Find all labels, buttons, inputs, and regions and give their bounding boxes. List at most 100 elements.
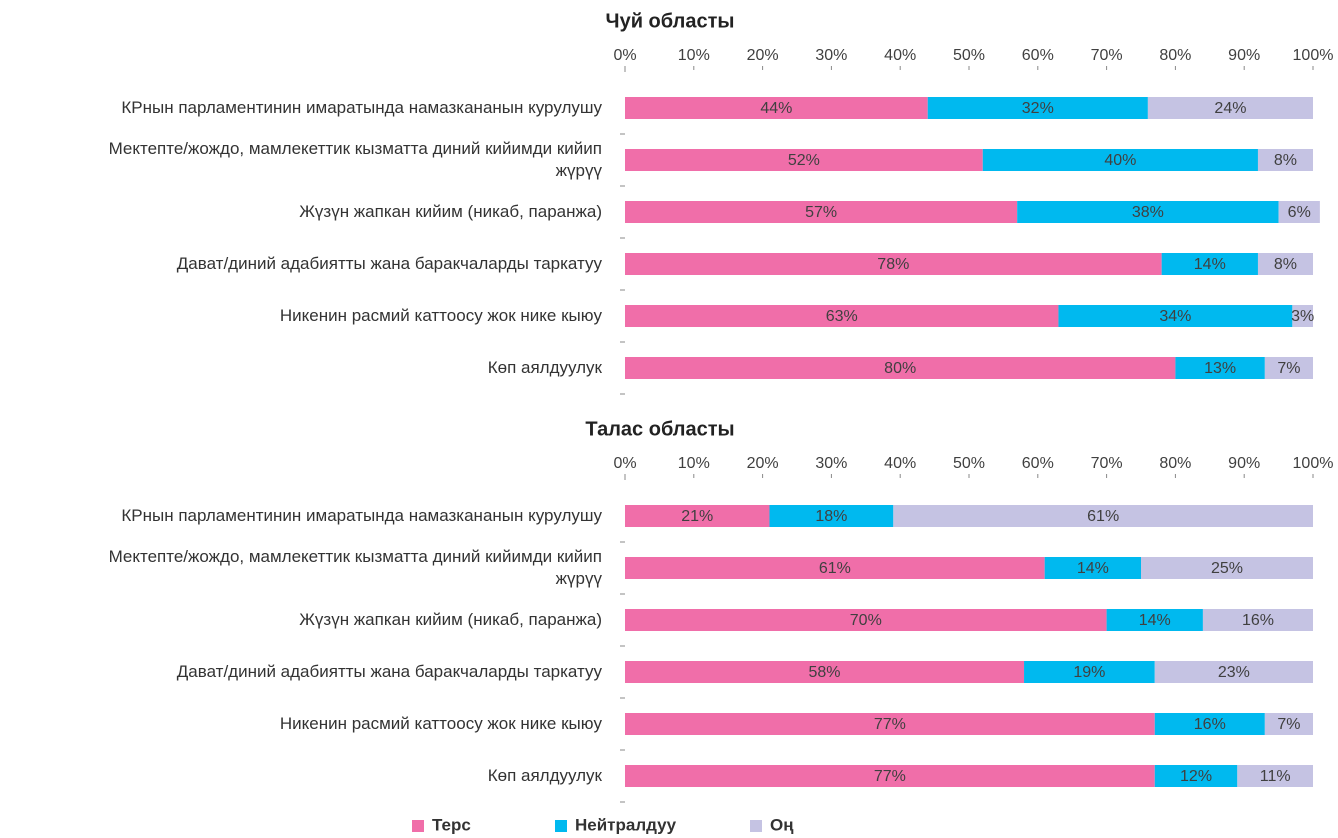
category-label: Жүзүн жапкан кийим (никаб, паранжа) — [299, 202, 602, 221]
value-label: 58% — [809, 664, 841, 681]
bar-segment — [1264, 713, 1313, 735]
value-label: 21% — [681, 508, 713, 525]
value-label: 8% — [1274, 152, 1297, 169]
x-tick-label: 20% — [747, 47, 779, 64]
value-label: 77% — [874, 716, 906, 733]
x-tick-label: 50% — [953, 455, 985, 472]
bar-segment — [1202, 609, 1313, 631]
x-tick-label: 80% — [1159, 455, 1191, 472]
category-label: Никенин расмий каттоосу жок нике кыюу — [279, 714, 602, 733]
bar-segment — [1175, 357, 1265, 379]
value-label: 52% — [788, 152, 820, 169]
bar-segment — [1237, 765, 1313, 787]
bar-segment — [1161, 253, 1258, 275]
bar-segment — [625, 661, 1025, 683]
value-label: 14% — [1077, 560, 1109, 577]
bar-segment — [625, 357, 1176, 379]
legend-swatch — [750, 820, 762, 832]
bar-segment — [1141, 557, 1313, 579]
x-tick-label: 10% — [678, 455, 710, 472]
category-label: Көп аялдуулук — [487, 358, 602, 377]
x-tick-label: 40% — [884, 455, 916, 472]
value-label: 57% — [805, 204, 837, 221]
bar-segment — [927, 97, 1148, 119]
chart-title: Чуй областы — [606, 10, 735, 32]
bar-segment — [625, 97, 928, 119]
bar-segment — [1264, 357, 1313, 379]
value-label: 18% — [815, 508, 847, 525]
value-label: 13% — [1204, 360, 1236, 377]
x-tick-label: 70% — [1091, 455, 1123, 472]
value-label: 11% — [1260, 768, 1291, 785]
value-label: 8% — [1274, 256, 1297, 273]
category-label: Көп аялдуулук — [487, 766, 602, 785]
bar-segment — [625, 201, 1018, 223]
bar-segment — [625, 609, 1107, 631]
bar-segment — [1257, 253, 1313, 275]
bar-segment — [1024, 661, 1155, 683]
value-label: 25% — [1211, 560, 1243, 577]
legend-label: Оң — [770, 815, 794, 834]
value-label: 19% — [1073, 664, 1105, 681]
bar-segment — [1017, 201, 1279, 223]
value-label: 44% — [760, 100, 792, 117]
legend-label: Нейтралдуу — [575, 815, 677, 834]
value-label: 23% — [1218, 664, 1250, 681]
value-label: 61% — [819, 560, 851, 577]
x-tick-label: 30% — [815, 455, 847, 472]
bar-segment — [1154, 661, 1313, 683]
x-tick-label: 90% — [1228, 47, 1260, 64]
value-label: 70% — [850, 612, 882, 629]
value-label: 7% — [1277, 716, 1300, 733]
legend-label: Терс — [432, 815, 471, 834]
value-label: 38% — [1132, 204, 1164, 221]
bar-segment — [1106, 609, 1203, 631]
x-tick-label: 60% — [1022, 455, 1054, 472]
legend-swatch — [555, 820, 567, 832]
value-label: 14% — [1194, 256, 1226, 273]
bar-segment — [1292, 305, 1313, 327]
category-label: Дават/диний адабиятты жана баракчаларды … — [176, 662, 602, 681]
value-label: 32% — [1022, 100, 1054, 117]
x-tick-label: 80% — [1159, 47, 1191, 64]
x-tick-label: 100% — [1293, 47, 1334, 64]
x-tick-label: 0% — [613, 455, 636, 472]
bar-segment — [625, 253, 1162, 275]
x-tick-label: 100% — [1293, 455, 1334, 472]
value-label: 63% — [826, 308, 858, 325]
category-label: Мектепте/жождо, мамлекеттик кызматта дин… — [108, 547, 602, 588]
chart-title: Талас областы — [585, 418, 734, 440]
category-label: КРнын парламентинин имаратында намазкана… — [121, 98, 602, 117]
x-tick-label: 40% — [884, 47, 916, 64]
value-label: 77% — [874, 768, 906, 785]
bar-segment — [625, 149, 983, 171]
bar-segment — [982, 149, 1258, 171]
x-tick-label: 90% — [1228, 455, 1260, 472]
value-label: 78% — [877, 256, 909, 273]
bar-segment — [1257, 149, 1313, 171]
x-tick-label: 10% — [678, 47, 710, 64]
bar-segment — [625, 557, 1045, 579]
category-label: Жүзүн жапкан кийим (никаб, паранжа) — [299, 610, 602, 629]
x-tick-label: 70% — [1091, 47, 1123, 64]
value-label: 80% — [884, 360, 916, 377]
value-label: 6% — [1288, 204, 1311, 221]
bar-segment — [625, 505, 770, 527]
x-tick-label: 60% — [1022, 47, 1054, 64]
bar-segment — [1044, 557, 1141, 579]
value-label: 3% — [1291, 308, 1314, 325]
bar-segment — [893, 505, 1313, 527]
bar-segment — [1147, 97, 1313, 119]
x-tick-label: 0% — [613, 47, 636, 64]
bar-segment — [1058, 305, 1293, 327]
value-label: 40% — [1104, 152, 1136, 169]
x-tick-label: 20% — [747, 455, 779, 472]
value-label: 24% — [1214, 100, 1246, 117]
legend-swatch — [412, 820, 424, 832]
x-tick-label: 50% — [953, 47, 985, 64]
bar-segment — [1154, 765, 1238, 787]
value-label: 16% — [1242, 612, 1274, 629]
value-label: 61% — [1087, 508, 1119, 525]
